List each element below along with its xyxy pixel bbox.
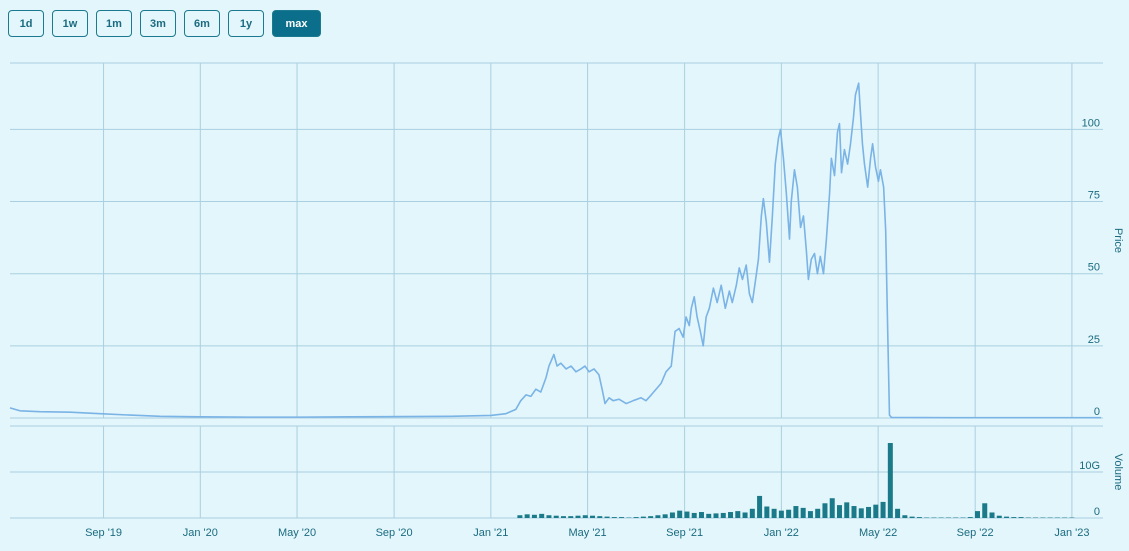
y-tick-label: 50	[1088, 262, 1100, 274]
range-button[interactable]: 1y	[228, 10, 264, 37]
volume-bar	[996, 515, 1002, 518]
volume-bar	[669, 512, 675, 518]
volume-bar	[1018, 517, 1024, 518]
volume-bar	[982, 503, 988, 518]
volume-bar	[822, 503, 828, 518]
y-tick-label: 0	[1094, 506, 1100, 518]
y-tick-label: 75	[1088, 189, 1100, 201]
volume-bar	[778, 510, 784, 518]
volume-bar	[844, 502, 850, 518]
volume-bar	[619, 517, 625, 518]
x-tick-label: May '22	[859, 527, 897, 539]
volume-bar	[728, 512, 734, 518]
volume-bar	[735, 511, 741, 518]
volume-bar	[887, 443, 893, 518]
volume-bar	[604, 516, 610, 518]
range-button[interactable]: 6m	[184, 10, 220, 37]
volume-bar	[539, 513, 545, 518]
volume-bar	[873, 504, 879, 518]
price-line	[9, 82, 1101, 419]
volume-bar	[1011, 517, 1017, 518]
range-button[interactable]: max	[272, 10, 321, 37]
volume-bar	[749, 508, 755, 518]
volume-bar	[742, 512, 748, 518]
range-button[interactable]: 3m	[140, 10, 176, 37]
volume-bar	[691, 512, 697, 518]
volume-bar	[597, 516, 603, 518]
volume-bar	[851, 506, 857, 518]
y-tick-label: 25	[1088, 334, 1100, 346]
volume-bar	[531, 514, 537, 518]
volume-bar	[524, 514, 530, 518]
volume-bar	[684, 511, 690, 518]
volume-bar	[706, 513, 712, 518]
volume-bar	[786, 509, 792, 518]
y-tick-label: 100	[1082, 117, 1100, 129]
x-tick-label: Jan '22	[764, 527, 799, 539]
volume-bar	[713, 513, 719, 518]
x-tick-label: Jan '21	[473, 527, 508, 539]
y-tick-label: 0	[1094, 406, 1100, 418]
volume-bar	[546, 515, 552, 518]
volume-bar	[909, 516, 915, 518]
x-tick-label: Jan '20	[183, 527, 218, 539]
volume-bar	[582, 515, 588, 518]
volume-bar	[633, 517, 639, 518]
volume-bar	[902, 515, 908, 518]
x-tick-label: May '20	[278, 527, 316, 539]
x-tick-label: Jan '23	[1054, 527, 1089, 539]
volume-bar	[568, 516, 574, 518]
volume-bar	[1004, 516, 1010, 518]
volume-bar	[575, 515, 581, 518]
x-tick-label: Sep '22	[957, 527, 994, 539]
volume-bar	[771, 508, 777, 518]
volume-bar	[720, 512, 726, 518]
volume-bar	[662, 514, 668, 518]
volume-bar	[967, 517, 973, 518]
y-tick-label: 10G	[1079, 460, 1100, 472]
volume-bar	[880, 501, 886, 518]
y-axis-title: Volume	[1112, 454, 1124, 491]
volume-bar	[698, 512, 704, 518]
volume-bar	[655, 515, 661, 518]
volume-bar	[553, 515, 559, 518]
range-buttons: 1d 1w 1m 3m 6m 1y max	[8, 10, 321, 37]
volume-bar	[807, 511, 813, 518]
range-button[interactable]: 1m	[96, 10, 132, 37]
volume-bar	[560, 516, 566, 518]
volume-bar	[974, 511, 980, 518]
volume-bar	[764, 506, 770, 518]
volume-bar	[611, 517, 617, 518]
y-axis-title: Price	[1112, 228, 1124, 253]
volume-bar	[836, 505, 842, 518]
x-tick-label: Sep '21	[666, 527, 703, 539]
volume-bar	[793, 506, 799, 518]
volume-bar	[517, 515, 523, 518]
volume-bar	[858, 508, 864, 518]
x-tick-label: Sep '19	[85, 527, 122, 539]
volume-bar	[895, 508, 901, 518]
volume-bar	[640, 516, 646, 518]
volume-bar	[757, 495, 763, 518]
volume-bar	[866, 506, 872, 518]
x-tick-label: Sep '20	[376, 527, 413, 539]
volume-bar	[989, 512, 995, 518]
volume-bar	[648, 516, 654, 518]
volume-bar	[815, 508, 821, 518]
range-button[interactable]: 1w	[52, 10, 88, 37]
volume-bar	[677, 510, 683, 518]
volume-bar	[590, 515, 596, 518]
volume-bar	[800, 507, 806, 518]
x-tick-label: May '21	[568, 527, 606, 539]
volume-bar	[916, 517, 922, 518]
range-button[interactable]: 1d	[8, 10, 44, 37]
volume-bar	[829, 498, 835, 518]
